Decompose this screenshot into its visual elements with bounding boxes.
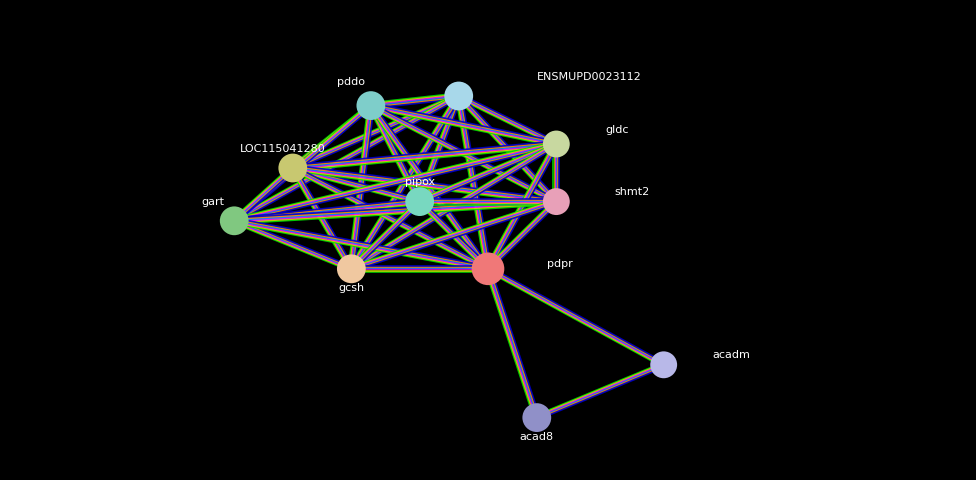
Ellipse shape	[337, 254, 366, 283]
Ellipse shape	[471, 252, 505, 285]
Ellipse shape	[220, 206, 249, 235]
Text: pipox: pipox	[405, 178, 434, 187]
Ellipse shape	[543, 131, 570, 157]
Text: acad8: acad8	[520, 432, 553, 442]
Ellipse shape	[356, 91, 386, 120]
Text: gldc: gldc	[605, 125, 629, 134]
Text: shmt2: shmt2	[615, 187, 650, 197]
Text: pdpr: pdpr	[547, 259, 572, 269]
Text: pddo: pddo	[338, 77, 365, 86]
Text: acadm: acadm	[712, 350, 751, 360]
Text: LOC115041280: LOC115041280	[240, 144, 326, 154]
Ellipse shape	[543, 188, 570, 215]
Text: gart: gart	[201, 197, 224, 206]
Text: ENSMUPD0023112: ENSMUPD0023112	[537, 72, 641, 82]
Ellipse shape	[650, 351, 677, 378]
Ellipse shape	[278, 154, 307, 182]
Ellipse shape	[444, 82, 473, 110]
Ellipse shape	[405, 187, 434, 216]
Text: gcsh: gcsh	[339, 283, 364, 293]
Ellipse shape	[522, 403, 551, 432]
